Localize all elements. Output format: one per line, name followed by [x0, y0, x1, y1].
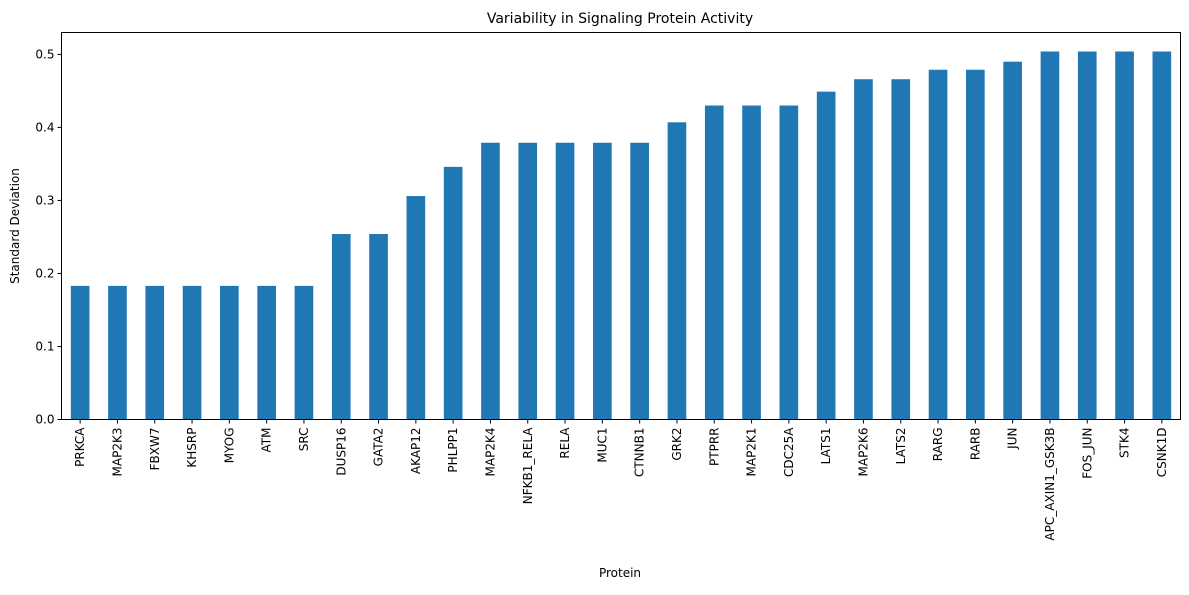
x-tick-label: MYOG [222, 428, 236, 464]
bar-fos-jun [1077, 51, 1097, 420]
bar-prkca [70, 285, 90, 420]
x-tick-label: FOS_JUN [1080, 428, 1094, 479]
y-axis-label: Standard Deviation [8, 168, 22, 284]
bar-grk2 [667, 122, 687, 420]
x-tick-label: RELA [558, 427, 572, 459]
x-tick-label: CTNNB1 [633, 428, 647, 478]
x-tick-label: RARG [931, 428, 945, 462]
x-tick-label: MAP2K4 [483, 428, 497, 477]
bar-rela [555, 142, 575, 420]
bar-khsrp [182, 285, 202, 420]
bar-lats1 [816, 91, 836, 420]
bar-nfkb1-rela [518, 142, 538, 420]
plot-frame [61, 32, 1181, 420]
x-tick-label: AKAP12 [409, 428, 423, 475]
x-tick-label: MAP2K6 [856, 428, 870, 477]
bar-map2k1 [742, 105, 761, 420]
bar-ctnnb1 [630, 142, 649, 420]
bar-gata2 [369, 234, 388, 420]
x-tick-label: LATS2 [894, 428, 908, 465]
chart-title: Variability in Signaling Protein Activit… [487, 11, 753, 27]
bars [70, 51, 1172, 420]
x-tick-label: SRC [297, 428, 311, 452]
x-tick-label: MAP2K3 [110, 428, 124, 477]
x-tick-label: MAP2K1 [745, 428, 759, 477]
x-tick-label: PRKCA [73, 427, 87, 467]
y-tick-label: 0.2 [35, 266, 54, 280]
x-tick-label: LATS1 [819, 428, 833, 465]
x-tick-label: RARB [968, 428, 982, 461]
bar-map2k4 [481, 142, 500, 420]
bar-cdc25a [779, 105, 799, 420]
bar-src [294, 285, 314, 420]
x-tick-label: NFKB1_RELA [521, 427, 535, 504]
bar-jun [1003, 61, 1022, 420]
x-tick-label: CSNK1D [1155, 428, 1169, 478]
bar-ptprr [704, 105, 724, 420]
x-axis-ticks: PRKCA MAP2K3 FBXW7 KHSRP MYOG ATM SRC DUSP16 GAT… [73, 419, 1169, 541]
x-tick-label: PHLPP1 [446, 428, 460, 473]
y-axis-ticks: 0.0 0.1 0.2 0.3 0.4 0.5 [35, 47, 62, 427]
y-tick-label: 0.5 [35, 47, 54, 61]
y-tick-label: 0.3 [35, 193, 54, 207]
y-tick-label: 0.1 [35, 339, 54, 353]
bar-apc-axin1-gsk3b [1040, 51, 1060, 420]
bar-myog [220, 285, 239, 420]
bar-phlpp1 [443, 166, 463, 420]
bar-rarb [966, 69, 985, 420]
x-tick-label: JUN [1006, 428, 1020, 450]
x-tick-label: FBXW7 [148, 428, 162, 471]
x-tick-label: APC_AXIN1_GSK3B [1043, 428, 1057, 541]
x-tick-label: MUC1 [595, 428, 609, 463]
bar-map2k6 [854, 79, 873, 420]
x-axis-label: Protein [599, 566, 641, 580]
y-tick-label: 0.4 [35, 120, 54, 134]
bar-akap12 [406, 196, 426, 420]
y-tick-label: 0.0 [35, 413, 54, 427]
x-tick-label: CDC25A [782, 427, 796, 477]
bar-csnk1d [1152, 51, 1172, 420]
x-tick-label: DUSP16 [334, 428, 348, 476]
x-tick-label: GRK2 [670, 428, 684, 461]
bar-fbxw7 [145, 285, 165, 420]
bar-atm [257, 285, 276, 420]
x-tick-label: GATA2 [372, 428, 386, 467]
x-tick-label: KHSRP [185, 428, 199, 468]
bar-lats2 [891, 79, 911, 420]
bar-map2k3 [108, 285, 127, 420]
x-tick-label: PTPRR [707, 428, 721, 466]
bar-muc1 [593, 142, 612, 420]
x-tick-label: STK4 [1118, 428, 1132, 458]
bar-rarg [928, 69, 948, 420]
bar-stk4 [1115, 51, 1134, 420]
bar-dusp16 [331, 234, 351, 420]
x-tick-label: ATM [260, 428, 274, 453]
